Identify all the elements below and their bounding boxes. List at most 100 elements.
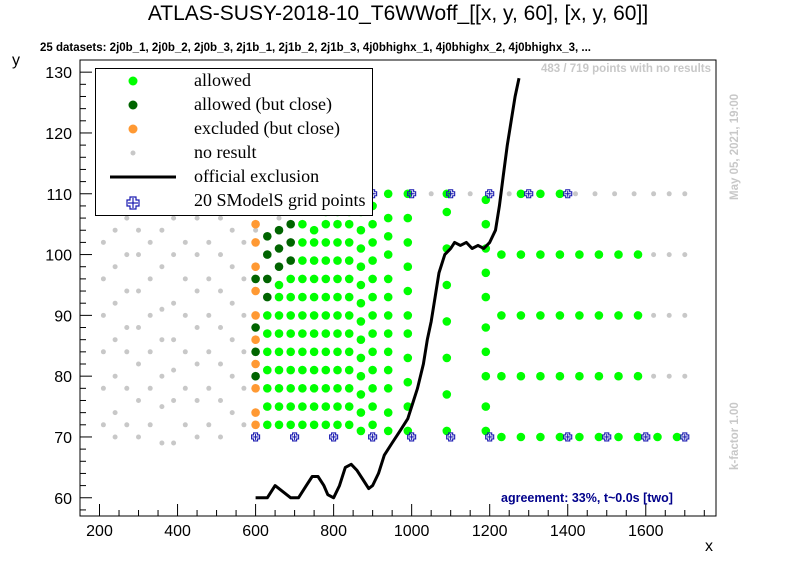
point-no-result <box>100 385 106 391</box>
point-excluded-but-close <box>251 262 260 272</box>
point-allowed-but-close <box>263 292 272 302</box>
point-no-result <box>194 252 200 258</box>
grid-point-outline <box>563 189 573 199</box>
point-no-result <box>218 325 223 330</box>
point-allowed <box>555 311 565 320</box>
point-allowed <box>333 238 342 247</box>
point-no-result <box>276 215 282 221</box>
point-no-result <box>229 264 235 270</box>
x-tick-label: 200 <box>86 523 113 540</box>
point-no-result <box>182 276 188 282</box>
point-allowed <box>309 256 319 265</box>
point-allowed <box>321 256 331 265</box>
point-allowed-but-close <box>251 323 260 332</box>
point-allowed <box>403 311 413 320</box>
grid-point-outline <box>290 432 300 442</box>
point-allowed <box>633 250 643 259</box>
legend-label-grid-points: 20 SModelS grid points <box>194 190 366 210</box>
x-tick-label: 1200 <box>472 523 508 540</box>
point-no-result <box>651 252 657 258</box>
grid-point-marker <box>368 432 378 442</box>
point-allowed <box>321 274 331 284</box>
point-no-result <box>218 288 223 294</box>
point-allowed <box>403 286 413 296</box>
point-excluded-but-close <box>251 238 260 247</box>
point-allowed <box>575 250 584 259</box>
point-allowed <box>333 256 342 265</box>
point-no-result <box>171 215 177 221</box>
legend-symbol-excluded-close <box>128 124 138 134</box>
point-allowed-but-close <box>274 262 284 272</box>
point-no-result <box>136 252 141 258</box>
point-allowed <box>274 420 284 430</box>
point-no-result <box>666 191 672 197</box>
point-allowed <box>442 280 452 290</box>
plot-frame <box>79 59 717 517</box>
point-allowed <box>321 347 331 357</box>
point-allowed <box>594 250 604 259</box>
point-allowed <box>344 219 354 229</box>
point-no-result <box>112 410 118 416</box>
point-allowed <box>575 432 584 442</box>
y-tick-label: 60 <box>54 491 72 508</box>
point-allowed <box>481 426 491 436</box>
grid-point-outline <box>446 189 456 199</box>
point-allowed <box>672 432 682 442</box>
x-tick-label: 1600 <box>628 523 664 540</box>
y-tick-label: 100 <box>45 248 72 265</box>
point-allowed <box>403 353 413 363</box>
point-allowed <box>333 420 342 430</box>
grid-point-outline <box>641 432 651 442</box>
point-allowed <box>403 377 413 387</box>
point-allowed <box>403 426 413 436</box>
point-allowed <box>263 311 272 320</box>
point-allowed <box>516 189 526 199</box>
point-no-result <box>136 288 141 294</box>
point-no-result <box>136 227 141 233</box>
grid-point-outline <box>485 432 495 442</box>
point-no-result <box>218 361 223 367</box>
point-allowed <box>298 347 307 357</box>
point-no-result <box>182 422 188 428</box>
point-allowed <box>298 256 307 265</box>
point-no-result <box>253 227 259 233</box>
point-no-result <box>194 325 200 330</box>
point-no-result <box>218 252 223 258</box>
legend-symbol-allowed <box>128 76 138 86</box>
point-allowed <box>497 432 506 442</box>
point-no-result <box>666 312 672 318</box>
point-allowed <box>263 384 272 393</box>
point-no-result <box>100 422 106 428</box>
point-allowed <box>442 390 452 399</box>
point-allowed <box>286 329 296 338</box>
point-allowed <box>368 420 377 430</box>
point-no-result <box>136 325 141 330</box>
point-allowed <box>368 311 377 320</box>
point-no-result <box>651 312 657 318</box>
point-no-result <box>124 215 130 221</box>
point-no-result <box>612 191 618 197</box>
point-no-result <box>428 191 434 197</box>
point-allowed <box>497 250 506 259</box>
grid-point-marker <box>641 432 651 442</box>
point-allowed <box>344 420 354 430</box>
grid-point-outline <box>407 432 417 442</box>
point-no-result <box>124 252 130 258</box>
point-allowed <box>516 371 526 381</box>
point-no-result <box>182 239 188 245</box>
point-allowed <box>321 219 331 229</box>
point-allowed <box>481 195 491 205</box>
point-allowed <box>481 219 491 229</box>
legend-symbol-allowed-close <box>128 100 138 110</box>
point-excluded-but-close <box>251 286 260 296</box>
point-allowed <box>368 365 377 375</box>
point-allowed <box>383 347 393 357</box>
point-no-result <box>218 215 223 221</box>
point-allowed <box>298 238 307 247</box>
point-allowed <box>383 365 393 375</box>
point-allowed <box>368 219 377 229</box>
point-allowed <box>333 292 342 302</box>
point-no-result <box>651 191 657 197</box>
point-no-result <box>136 361 141 367</box>
point-allowed <box>274 365 284 375</box>
